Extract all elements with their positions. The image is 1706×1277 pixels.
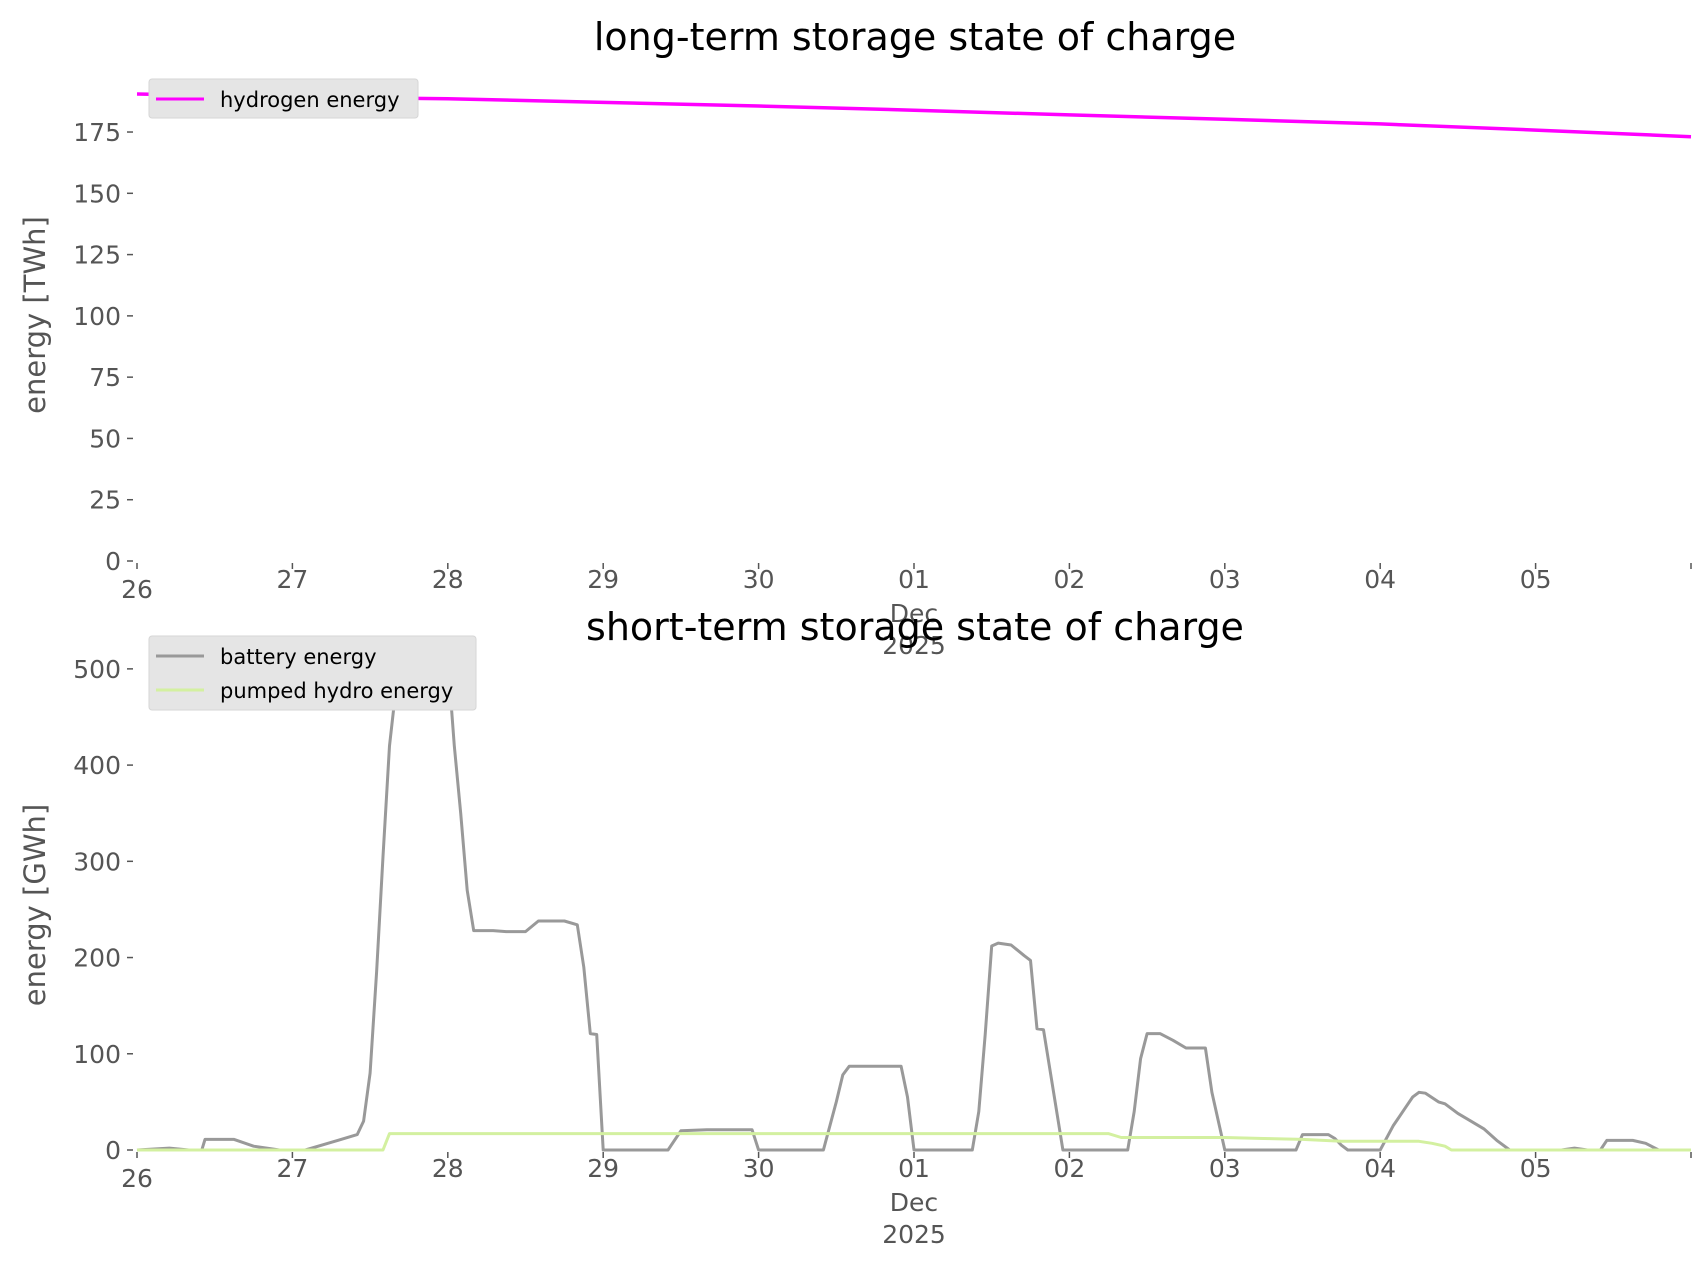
series-lines — [136, 657, 1691, 1152]
y-tick-label: 50 — [89, 424, 121, 453]
y-tick-label: 0 — [105, 1136, 121, 1165]
long-term-storage-panel: long-term storage state of charge energy… — [18, 15, 1692, 660]
legend-box — [148, 78, 419, 119]
series-line-battery-energy — [136, 657, 1691, 1152]
x-tick-label: 27 — [276, 565, 308, 594]
x-tick-label: 28 — [432, 565, 464, 594]
axis-ticks: 0 100 200 300 400 500 26 27 28 29 30 01 Dec 2025 02 03 0… — [73, 655, 1692, 1249]
y-tick-label: 175 — [73, 118, 121, 147]
y-tick-label: 100 — [73, 302, 121, 331]
y-tick-label: 25 — [89, 486, 121, 515]
legend-label: battery energy — [220, 645, 377, 669]
x-tick-label: 01 — [898, 565, 930, 594]
x-tick-label: 05 — [1520, 1154, 1552, 1183]
x-tick-label: 01 — [898, 1154, 930, 1183]
y-tick-label: 300 — [73, 847, 121, 876]
x-tick-label: 28 — [432, 1154, 464, 1183]
x-tick-label: 30 — [743, 565, 775, 594]
legend: battery energy pumped hydro energy — [148, 635, 477, 711]
y-axis-label: energy [TWh] — [18, 216, 52, 414]
x-tick-label: 02 — [1053, 1154, 1085, 1183]
legend: hydrogen energy — [148, 78, 419, 119]
y-tick-label: 0 — [105, 547, 121, 576]
x-tick-label: 26 — [121, 1164, 153, 1193]
x-tick-label: 02 — [1053, 565, 1085, 594]
legend-box — [148, 635, 477, 711]
y-tick-label: 200 — [73, 944, 121, 973]
legend-label: pumped hydro energy — [220, 679, 453, 703]
y-tick-label: 75 — [89, 363, 121, 392]
x-tick-label: 04 — [1364, 565, 1396, 594]
y-tick-label: 100 — [73, 1040, 121, 1069]
y-tick-label: 500 — [73, 655, 121, 684]
x-tick-label: 27 — [276, 1154, 308, 1183]
y-tick-label: 125 — [73, 241, 121, 270]
x-tick-label: 26 — [121, 575, 153, 604]
x-tick-sublabel: 2025 — [882, 631, 946, 660]
short-term-storage-panel: short-term storage state of charge energ… — [18, 605, 1692, 1249]
x-tick-label: 05 — [1520, 565, 1552, 594]
chart-title: long-term storage state of charge — [594, 15, 1236, 59]
axis-ticks: 0 25 50 75 100 125 150 175 26 27 28 29 30 01 Dec 2025 02… — [73, 118, 1692, 660]
x-tick-sublabel: 2025 — [882, 1220, 946, 1249]
series-line-pumped-hydro-energy — [137, 1132, 1691, 1152]
x-tick-label: 29 — [587, 565, 619, 594]
chart-title: short-term storage state of charge — [586, 605, 1244, 649]
y-tick-label: 150 — [73, 179, 121, 208]
x-tick-label: 30 — [743, 1154, 775, 1183]
x-tick-label: 03 — [1209, 565, 1241, 594]
x-tick-sublabel: Dec — [890, 1188, 938, 1217]
x-tick-label: 03 — [1209, 1154, 1241, 1183]
x-tick-sublabel: Dec — [890, 599, 938, 628]
x-tick-label: 04 — [1364, 1154, 1396, 1183]
legend-label: hydrogen energy — [220, 88, 400, 112]
x-tick-label: 29 — [587, 1154, 619, 1183]
y-axis-label: energy [GWh] — [18, 804, 52, 1006]
y-tick-label: 400 — [73, 751, 121, 780]
